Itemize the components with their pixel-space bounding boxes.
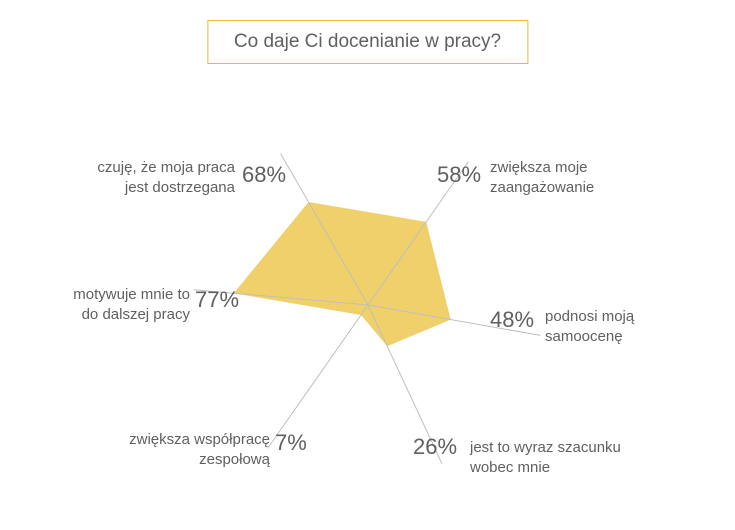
- axis-label-2: podnosi mojąsamoocenę: [545, 307, 715, 346]
- axis-percent-5: 77%: [195, 287, 239, 313]
- axis-label-3: jest to wyraz szacunkuwobec mnie: [470, 438, 670, 477]
- axis-label-0: czuję, że moja pracajest dostrzegana: [90, 158, 235, 197]
- axis-label-4: zwiększa współpracęzespołową: [110, 430, 270, 469]
- axis-percent-0: 68%: [242, 162, 286, 188]
- axis-label-5: motywuje mnie todo dalszej pracy: [60, 285, 190, 324]
- axis-label-1: zwiększa mojezaangażowanie: [490, 158, 660, 197]
- radar-axis-4: [268, 305, 368, 448]
- axis-percent-4: 7%: [275, 430, 307, 456]
- radar-polygon: [234, 202, 451, 346]
- axis-percent-2: 48%: [490, 307, 534, 333]
- radar-chart: 68% czuję, że moja pracajest dostrzegana 5…: [0, 100, 735, 520]
- axis-percent-3: 26%: [413, 434, 457, 460]
- chart-title: Co daje Ci docenianie w pracy?: [207, 20, 528, 64]
- axis-percent-1: 58%: [437, 162, 481, 188]
